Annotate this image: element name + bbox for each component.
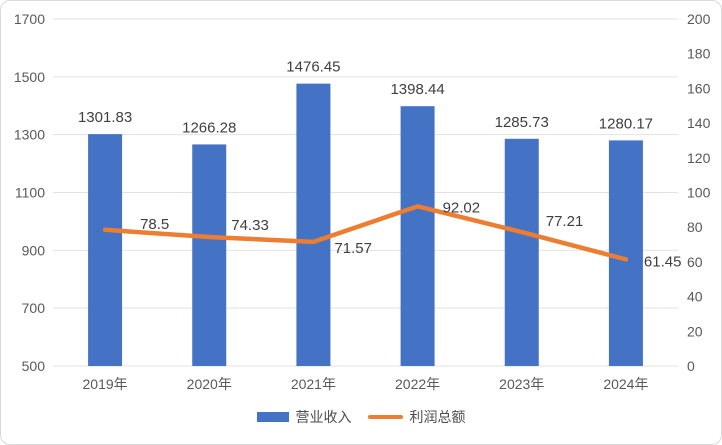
y-axis-left-tick-label: 500: [22, 358, 46, 374]
y-axis-left-tick-label: 1700: [14, 11, 45, 27]
y-axis-right-tick-label: 180: [687, 46, 711, 62]
bar: [296, 83, 331, 366]
line-series: [102, 204, 629, 262]
y-axis-left-tick-label: 900: [22, 242, 46, 258]
legend-item-profit: 利润总额: [367, 407, 466, 427]
bar-series-swatch: [256, 412, 289, 422]
bar: [88, 134, 123, 366]
bar: [608, 140, 643, 366]
bar: [400, 106, 435, 366]
legend-label-profit: 利润总额: [409, 409, 466, 425]
bar-data-label: 1398.44: [390, 81, 444, 98]
y-axis-right-tick-label: 120: [687, 150, 711, 166]
line-data-label: 61.45: [644, 253, 682, 270]
legend-item-revenue: 营业收入: [256, 407, 352, 427]
line-data-label: 74.33: [231, 217, 269, 234]
legend: 营业收入 利润总额: [1, 407, 721, 427]
x-axis-tick-label: 2019年: [83, 376, 128, 392]
y-axis-right-tick-label: 140: [687, 115, 711, 131]
x-axis-tick-label: 2022年: [395, 376, 440, 392]
line-data-label: 77.21: [546, 213, 584, 230]
legend-label-revenue: 营业收入: [295, 409, 352, 425]
line-data-label: 78.5: [140, 216, 169, 233]
line-data-label: 92.02: [443, 199, 481, 216]
bar-data-label: 1301.83: [78, 109, 132, 126]
bar-data-label: 1266.28: [182, 119, 236, 136]
x-axis-tick-label: 2024年: [603, 376, 648, 392]
x-axis-tick-label: 2021年: [291, 376, 336, 392]
bar-data-label: 1285.73: [495, 114, 549, 131]
x-axis-tick-label: 2020年: [187, 376, 232, 392]
y-axis-right-tick-label: 200: [687, 11, 711, 27]
bar-data-label: 1280.17: [599, 115, 653, 132]
y-axis-left-tick-label: 1300: [14, 127, 45, 143]
y-axis-right-tick-label: 20: [687, 323, 703, 339]
line-data-label: 71.57: [334, 240, 372, 257]
bar: [192, 144, 227, 366]
line-series-swatch: [367, 415, 403, 419]
y-axis-left-tick-label: 1500: [14, 69, 45, 85]
y-axis-right-tick-label: 80: [687, 219, 703, 235]
y-axis-left-tick-label: 700: [22, 300, 46, 316]
y-axis-right-tick-label: 40: [687, 289, 703, 305]
bar: [504, 138, 539, 366]
y-axis-right-tick-label: 100: [687, 185, 711, 201]
bar-data-label: 1476.45: [286, 59, 340, 76]
y-axis-left-tick-label: 1100: [15, 185, 45, 201]
y-axis-right-tick-label: 160: [687, 80, 711, 96]
y-axis-right-tick-label: 0: [687, 358, 695, 374]
x-axis-tick-label: 2023年: [499, 376, 544, 392]
y-axis-right-tick-label: 60: [687, 254, 703, 270]
